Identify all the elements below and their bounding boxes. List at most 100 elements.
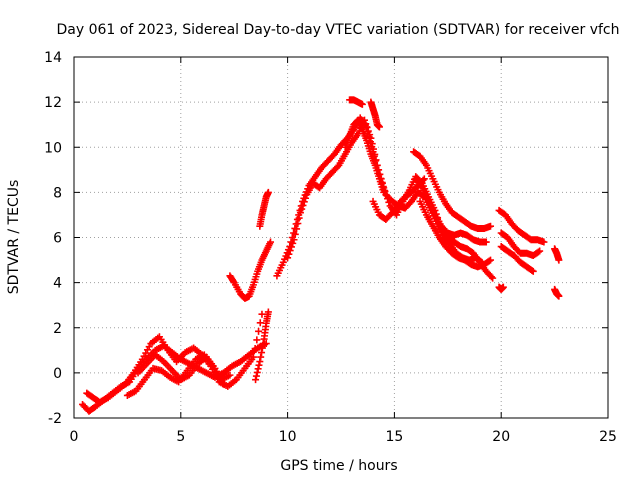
data-point <box>300 198 308 206</box>
data-point <box>485 257 493 265</box>
data-point <box>302 194 310 202</box>
data-point <box>285 250 293 258</box>
data-point <box>380 188 388 196</box>
data-point <box>255 361 263 369</box>
y-tick-label: 4 <box>53 276 62 292</box>
data-point <box>298 205 306 213</box>
data-point <box>258 310 266 318</box>
data-point <box>366 131 374 139</box>
series-track-13 <box>369 175 428 223</box>
data-point <box>286 247 294 255</box>
data-point <box>294 220 302 228</box>
data-point <box>258 349 266 357</box>
x-tick-label: 15 <box>385 429 403 445</box>
plot-frame <box>73 56 609 419</box>
data-point <box>299 201 307 209</box>
x-tick-label: 10 <box>279 429 297 445</box>
y-axis-label: SDTVAR / TECUs <box>6 180 22 295</box>
y-tick-label: 12 <box>44 95 62 111</box>
data-point <box>296 209 304 217</box>
data-point <box>287 243 295 251</box>
data-point <box>256 358 264 366</box>
data-point <box>295 214 303 222</box>
series-track-16 <box>416 197 495 271</box>
series-track-19 <box>497 243 537 275</box>
y-tick-label: 2 <box>53 321 62 337</box>
series-track-7 <box>256 188 272 230</box>
data-point <box>251 345 259 353</box>
data-point <box>284 254 292 262</box>
data-point <box>289 239 297 247</box>
data-point <box>487 256 495 264</box>
data-point <box>264 308 272 316</box>
x-tick-label: 5 <box>176 429 185 445</box>
x-tick-label: 20 <box>492 429 510 445</box>
axis-ticks: 0 5 10 15 20 25 -2 0 2 4 6 8 10 12 14 <box>44 50 617 445</box>
data-point <box>419 176 427 184</box>
data-point <box>253 368 261 376</box>
series-track-11 <box>346 96 366 108</box>
data-point <box>334 163 342 171</box>
y-tick-label: 8 <box>53 185 62 201</box>
series-track-10 <box>341 116 388 196</box>
data-point <box>482 238 490 246</box>
data-point <box>258 344 266 352</box>
y-tick-label: 14 <box>44 50 62 66</box>
data-point <box>256 319 264 327</box>
data-point <box>252 376 260 384</box>
series-track-15 <box>412 175 490 246</box>
series-track-21 <box>551 245 563 264</box>
data-point <box>487 222 495 230</box>
series-track-17 <box>495 206 548 246</box>
data-point <box>255 327 263 335</box>
data-point <box>293 225 301 233</box>
data-point <box>257 353 265 361</box>
y-tick-label: 10 <box>44 140 62 156</box>
series-track-6 <box>252 308 272 384</box>
data-point <box>375 123 383 131</box>
data-point <box>528 266 536 274</box>
data-point <box>360 116 368 124</box>
data-point <box>291 230 299 238</box>
x-tick-label: 25 <box>599 429 617 445</box>
data-point <box>253 336 261 344</box>
series-track-14 <box>410 148 495 232</box>
data-point <box>264 188 272 196</box>
data-point <box>259 340 267 348</box>
data-point <box>534 248 542 256</box>
data-point <box>384 195 392 203</box>
data-point <box>487 273 495 281</box>
data-point <box>252 372 260 380</box>
y-tick-label: -2 <box>48 411 62 427</box>
data-point <box>254 365 262 373</box>
data-point <box>226 371 234 379</box>
data-point <box>529 267 537 275</box>
series-track-5 <box>226 238 275 302</box>
data-point <box>499 283 507 291</box>
data-point <box>362 120 370 128</box>
data-point <box>420 175 428 183</box>
data-point <box>279 258 287 266</box>
data-point <box>267 238 275 246</box>
data-point <box>290 236 298 244</box>
data-point <box>489 274 497 282</box>
data-point <box>385 198 393 206</box>
data-point <box>555 292 563 300</box>
data-point <box>555 256 563 264</box>
data-point <box>540 238 548 246</box>
x-tick-label: 0 <box>70 429 79 445</box>
series-track-18 <box>497 229 544 260</box>
series-track-4 <box>134 351 228 388</box>
data-point <box>358 100 366 108</box>
y-tick-label: 0 <box>53 366 62 382</box>
data-point <box>229 277 237 285</box>
series-track-12 <box>367 98 383 131</box>
series-track-22 <box>551 285 563 300</box>
data-point <box>220 380 228 388</box>
data-point <box>249 353 257 361</box>
series-track-20 <box>495 283 507 293</box>
data-points <box>79 96 563 415</box>
data-point <box>536 247 544 255</box>
x-axis-label: GPS time / hours <box>280 458 397 474</box>
